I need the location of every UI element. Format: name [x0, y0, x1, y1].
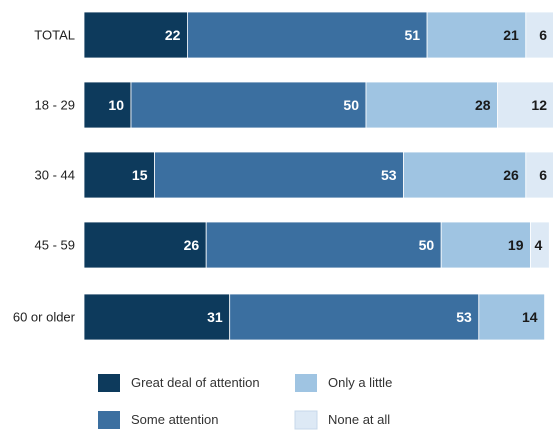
legend-swatch: [295, 374, 317, 392]
data-label: 10: [108, 97, 124, 113]
bar-segment: [525, 11, 553, 59]
data-label: 51: [405, 27, 421, 43]
category-label: 45 - 59: [35, 238, 75, 253]
bar-segment: [497, 81, 553, 129]
bar-segment: [365, 81, 499, 129]
data-label: 19: [508, 237, 524, 253]
legend-label: Some attention: [131, 412, 218, 427]
bar-segment: [205, 221, 442, 269]
bar-segment: [83, 81, 132, 129]
data-label: 15: [132, 167, 148, 183]
category-label: 18 - 29: [35, 98, 75, 113]
bar-segment: [426, 11, 527, 59]
bar-segment: [525, 151, 553, 199]
bar-segment: [403, 151, 527, 199]
legend-label: Only a little: [328, 375, 392, 390]
bar-segment: [83, 11, 188, 59]
bar-segment: [229, 293, 480, 341]
legend-swatch: [98, 411, 120, 429]
category-label: 60 or older: [13, 310, 76, 325]
legend-label: Great deal of attention: [131, 375, 260, 390]
data-label: 4: [535, 237, 543, 253]
data-label: 26: [503, 167, 519, 183]
legend-swatch: [98, 374, 120, 392]
bar-segment: [478, 293, 545, 341]
data-label: 31: [207, 309, 223, 325]
data-label: 53: [456, 309, 472, 325]
data-label: 53: [381, 167, 397, 183]
bar-segment: [530, 221, 550, 269]
bar-segment: [130, 81, 367, 129]
data-label: 12: [531, 97, 547, 113]
data-label: 6: [539, 27, 547, 43]
category-label: TOTAL: [34, 28, 75, 43]
data-label: 21: [503, 27, 519, 43]
data-label: 28: [475, 97, 491, 113]
legend-swatch: [294, 410, 318, 430]
bar-segment: [83, 221, 207, 269]
category-label: 30 - 44: [35, 168, 75, 183]
bar-segment: [154, 151, 405, 199]
data-label: 26: [184, 237, 200, 253]
data-label: 14: [522, 309, 538, 325]
legend: Great deal of attention Only a little Some…: [98, 374, 392, 430]
bars-group: TOTAL 22 51 21 6 18 - 29 10 50 28 12 30 - 44 15 53 26…: [13, 11, 553, 341]
bar-segment: [186, 11, 428, 59]
data-label: 22: [165, 27, 181, 43]
bar-segment: [83, 293, 231, 341]
data-label: 6: [539, 167, 547, 183]
data-label: 50: [343, 97, 359, 113]
legend-label: None at all: [328, 412, 390, 427]
data-label: 50: [419, 237, 435, 253]
